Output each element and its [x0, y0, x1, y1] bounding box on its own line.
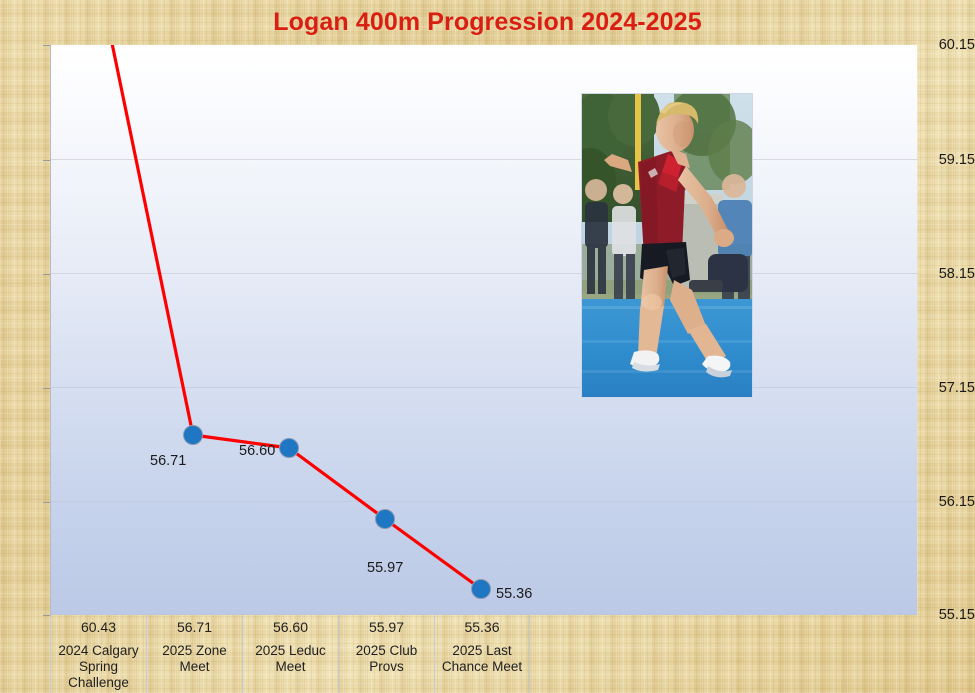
plot-area [50, 45, 918, 615]
data-point-marker [471, 579, 491, 599]
data-point-label: 56.71 [150, 453, 187, 469]
data-point-label: 56.60 [239, 443, 276, 459]
data-point-marker [375, 509, 395, 529]
chart-title: Logan 400m Progression 2024-2025 [273, 8, 702, 36]
table-category: 2025 Last Chance Meet [441, 643, 523, 674]
y-tick-label: 60.15 [938, 37, 975, 53]
y-tick-mark [43, 274, 50, 275]
y-tick-label: 59.15 [938, 152, 975, 168]
table-value: 60.43 [80, 619, 117, 635]
data-point-label: 55.36 [496, 586, 533, 602]
y-tick-label: 56.15 [938, 494, 975, 510]
table-column: 56.71 2025 Zone Meet [146, 615, 242, 693]
y-tick-mark [43, 160, 50, 161]
table-value: 55.97 [368, 619, 405, 635]
table-category: 2025 Club Provs [355, 643, 418, 674]
table-value: 55.36 [464, 619, 500, 635]
y-tick-label: 58.15 [938, 266, 975, 282]
data-point-marker [183, 425, 203, 445]
data-table: 60.43 2024 Calgary Spring Challenge 56.7… [50, 615, 530, 693]
gridline [51, 159, 918, 160]
y-tick-label: 55.15 [938, 607, 975, 623]
y-tick-mark [43, 388, 50, 389]
table-column: 56.60 2025 Leduc Meet [242, 615, 338, 693]
y-tick-mark [43, 615, 50, 616]
table-value: 56.60 [272, 619, 309, 635]
gridline [51, 501, 918, 502]
table-category: 2025 Leduc Meet [255, 643, 326, 674]
data-point-marker [279, 438, 299, 458]
gridline [51, 387, 918, 388]
y-tick-mark [43, 502, 50, 503]
data-point-label: 55.97 [367, 560, 404, 576]
table-category: 2025 Zone Meet [162, 643, 227, 674]
table-column: 60.43 2024 Calgary Spring Challenge [50, 615, 146, 693]
table-column: 55.36 2025 Last Chance Meet [434, 615, 530, 693]
runner-photo [581, 93, 753, 398]
gridline [51, 273, 918, 274]
table-column: 55.97 2025 Club Provs [338, 615, 434, 693]
table-value: 56.71 [176, 619, 213, 635]
table-category: 2024 Calgary Spring Challenge [58, 643, 139, 690]
data-series [110, 45, 491, 599]
gridline [51, 614, 918, 615]
y-tick-label: 57.15 [938, 380, 975, 396]
y-tick-mark [43, 45, 50, 46]
